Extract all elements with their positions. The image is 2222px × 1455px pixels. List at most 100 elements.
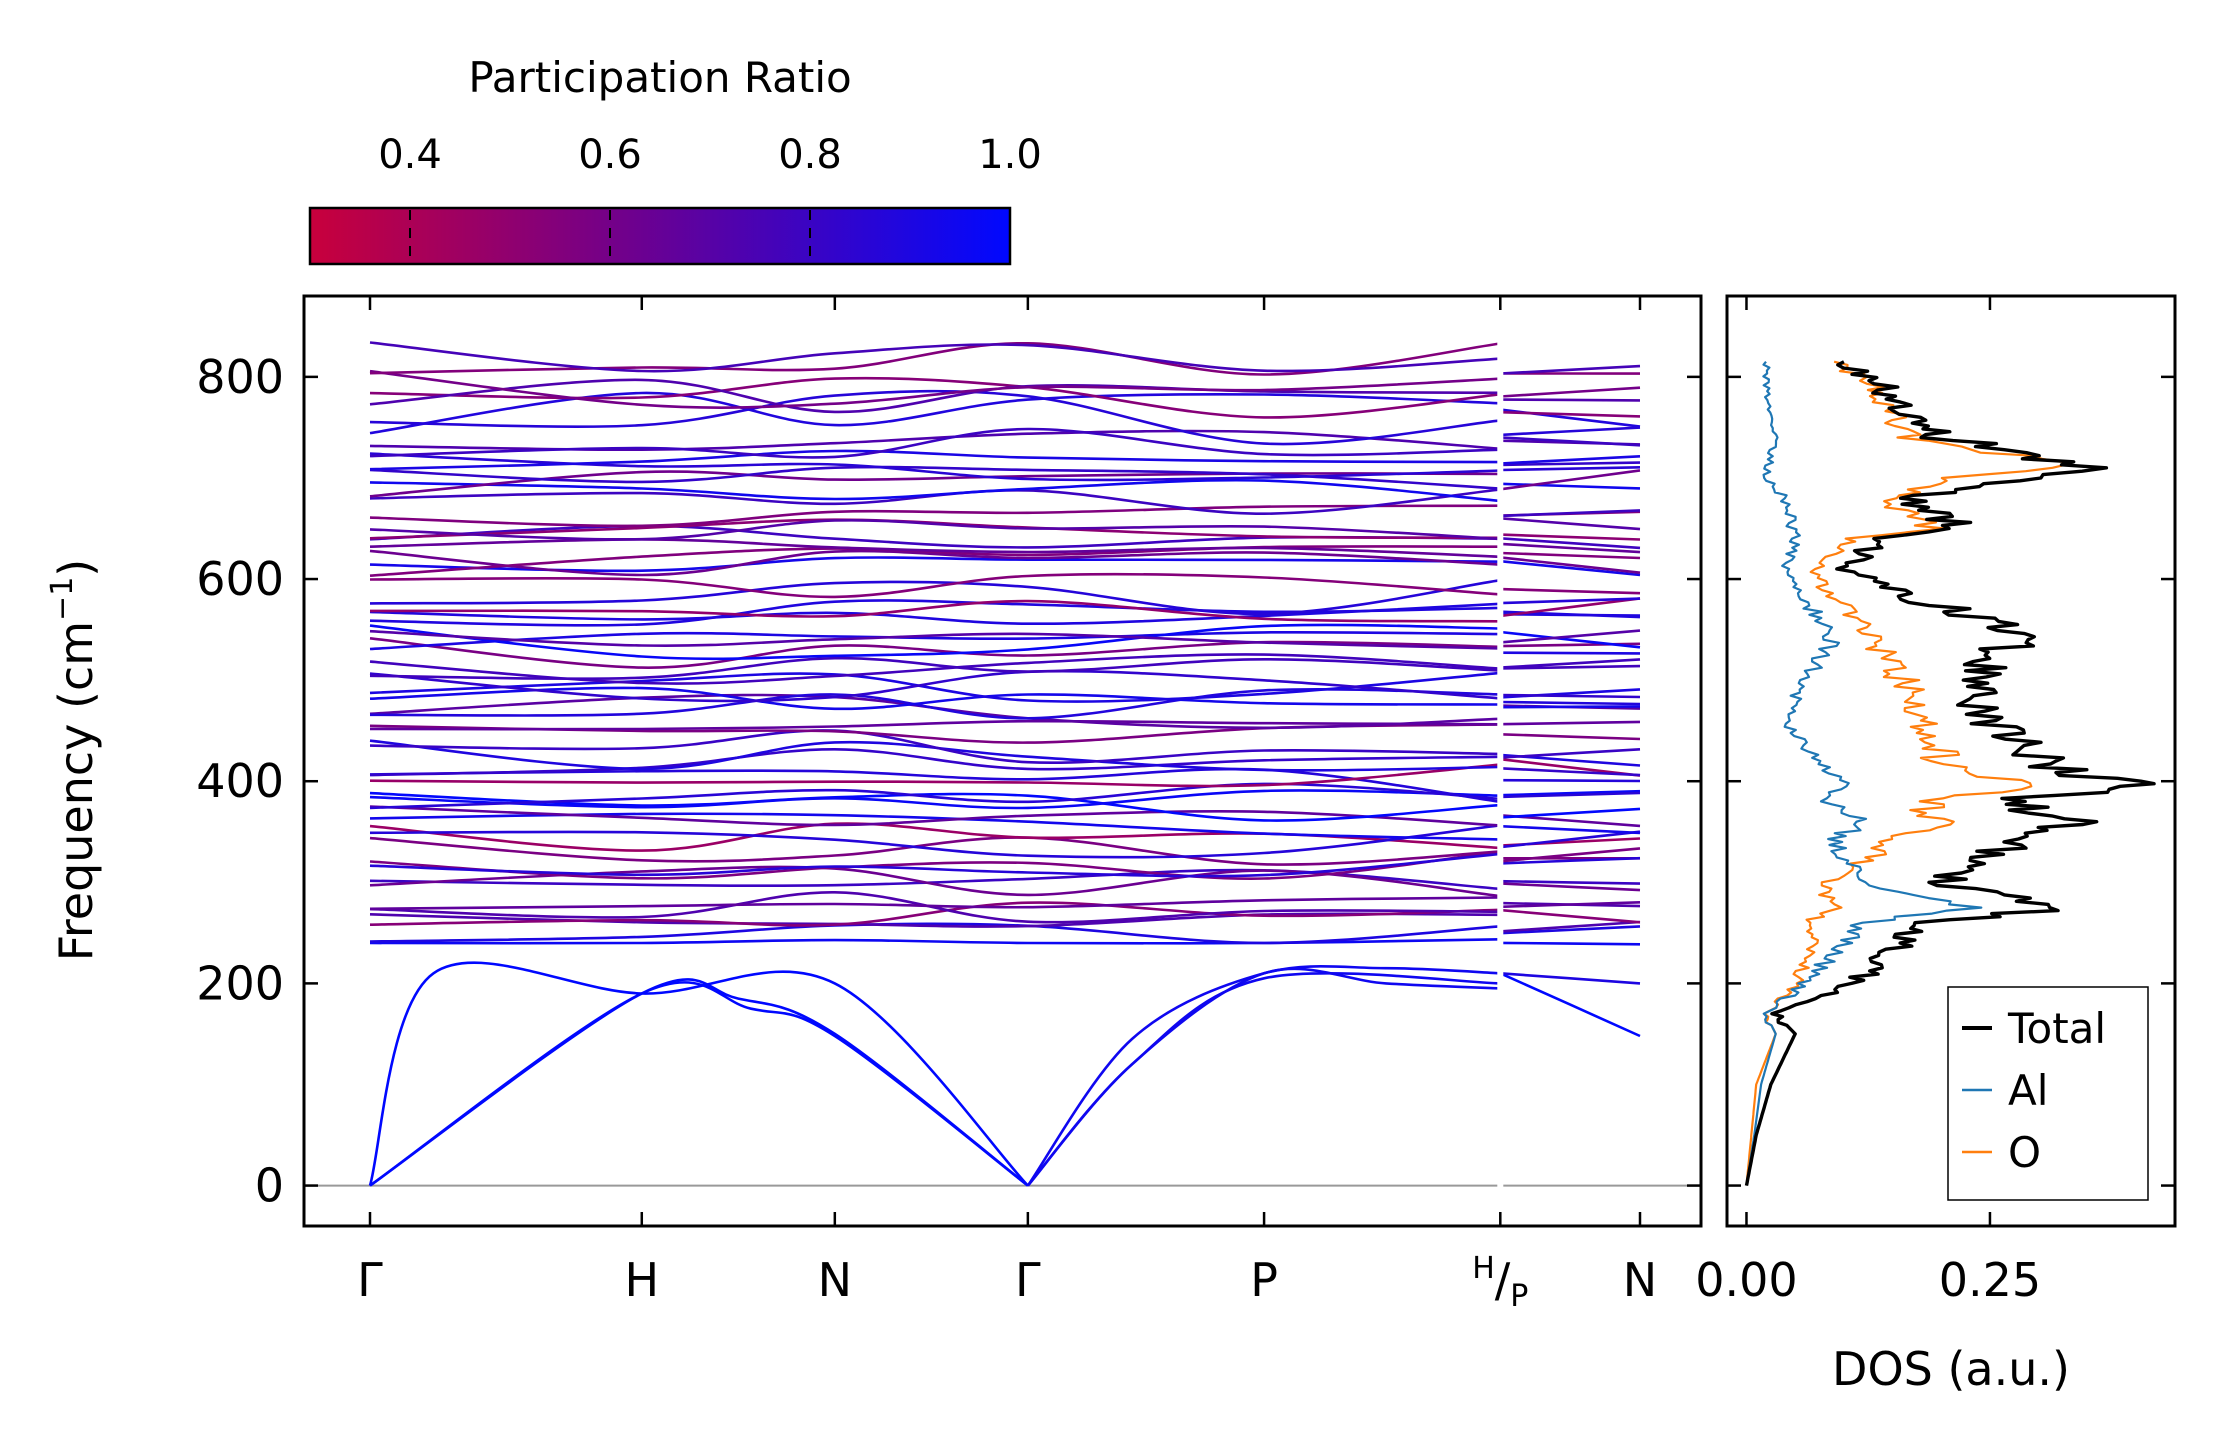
optical-band	[1500, 720, 1641, 726]
colorbar-tick-label: 0.8	[778, 132, 842, 178]
kpoint-tick-label: Γ	[357, 1253, 383, 1307]
dos-total-line	[1744, 360, 2156, 1186]
dos-axis-ticks: 0.00 0.25	[1695, 296, 2175, 1307]
freq-tick-label: 400	[196, 754, 284, 808]
kpoint-tick-label: Γ	[1015, 1253, 1041, 1307]
kpoint-tick-label: N	[818, 1253, 852, 1307]
optical-band	[369, 805, 1501, 827]
optical-band	[1500, 551, 1641, 560]
optical-band	[369, 504, 1501, 528]
acoustic-branch	[368, 961, 1029, 1187]
optical-band	[369, 549, 1501, 577]
optical-band	[1500, 879, 1641, 885]
optical-band	[1500, 705, 1641, 709]
optical-band	[1500, 941, 1641, 946]
optical-band	[1500, 664, 1641, 670]
optical-band	[1500, 610, 1641, 619]
freq-tick-label: 800	[196, 350, 284, 404]
colorbar-tick-label: 0.6	[578, 132, 642, 178]
kpoint-tick-label: H/P	[1472, 1251, 1528, 1314]
optical-band	[369, 545, 1501, 577]
optical-band	[1500, 925, 1641, 935]
optical-band	[369, 389, 1501, 446]
optical-band	[369, 739, 1501, 772]
kpoint-tick-label: N	[1623, 1253, 1657, 1307]
optical-band	[1500, 700, 1641, 706]
optical-band	[1500, 688, 1641, 699]
optical-band	[369, 653, 1501, 685]
optical-band	[369, 427, 1501, 459]
optical-band	[1500, 642, 1641, 648]
optical-band	[369, 824, 1501, 859]
optical-band	[1500, 537, 1641, 550]
optical-band	[369, 896, 1501, 911]
optical-band	[1500, 651, 1641, 655]
freq-tick-label: 0	[255, 1159, 284, 1213]
optical-band	[1500, 778, 1641, 783]
optical-band	[1500, 847, 1641, 863]
optical-band	[1500, 556, 1641, 574]
acoustic-branch	[1026, 972, 1501, 1187]
dos-panel: 0.00 0.25 DOS (a.u.) Total Al O	[1695, 294, 2177, 1396]
optical-band	[1500, 908, 1641, 924]
legend-label-o: O	[2008, 1128, 2041, 1177]
dos-al-line	[1745, 360, 1983, 1186]
optical-band	[369, 747, 1501, 777]
legend-box	[1947, 986, 2149, 1201]
optical-band	[1500, 693, 1641, 699]
kpoint-tick-label: P	[1250, 1253, 1278, 1307]
optical-band	[369, 836, 1501, 866]
optical-band	[1500, 436, 1641, 447]
optical-band	[369, 599, 1501, 623]
optical-band	[1500, 597, 1641, 605]
acoustic-branch	[369, 978, 1029, 1187]
optical-band	[369, 687, 1501, 720]
optical-band	[369, 623, 1501, 661]
legend-label-total: Total	[2007, 1004, 2106, 1053]
optical-band	[369, 630, 1501, 651]
optical-band	[1500, 856, 1641, 865]
optical-band	[1500, 658, 1641, 669]
colorbar-label: Participation Ratio	[468, 53, 851, 102]
optical-band	[369, 922, 1501, 945]
optical-band	[1500, 509, 1641, 518]
optical-band	[1500, 517, 1641, 531]
optical-bands	[369, 341, 1641, 946]
optical-band	[1500, 559, 1641, 577]
kpath-axis-ticks: Γ H N Γ P H/P N	[357, 296, 1657, 1314]
optical-band	[1500, 398, 1641, 402]
optical-band	[369, 391, 1501, 435]
dos-axis-label: DOS (a.u.)	[1832, 1342, 2070, 1396]
optical-band	[369, 901, 1501, 927]
optical-band	[369, 378, 1501, 414]
legend: Total Al O	[1947, 986, 2149, 1201]
optical-band	[369, 782, 1501, 810]
band-axes-frame	[302, 294, 1703, 1228]
optical-band	[1500, 733, 1641, 741]
optical-band	[1500, 533, 1641, 541]
optical-band	[1500, 630, 1641, 649]
optical-band	[1500, 587, 1641, 595]
optical-band	[369, 637, 1501, 669]
optical-band	[1500, 426, 1641, 437]
optical-band	[1500, 542, 1641, 554]
optical-band	[369, 629, 1501, 650]
optical-band	[1500, 789, 1641, 797]
optical-band	[1500, 461, 1641, 467]
optical-band	[1500, 386, 1641, 398]
optical-band	[1500, 824, 1641, 835]
optical-band	[369, 789, 1501, 810]
optical-band	[1500, 455, 1641, 465]
acoustic-branch	[369, 981, 1029, 1187]
optical-band	[1500, 882, 1641, 892]
optical-band	[1500, 466, 1641, 472]
optical-band	[1500, 748, 1641, 759]
freq-tick-label: 600	[196, 552, 284, 606]
optical-band	[369, 656, 1501, 680]
optical-band	[369, 669, 1501, 703]
optical-band	[1500, 410, 1641, 418]
optical-band	[369, 578, 1501, 616]
dos-o-line	[1745, 360, 2067, 1186]
colorbar-ticks: 0.4 0.6 0.8 1.0	[378, 132, 1042, 262]
